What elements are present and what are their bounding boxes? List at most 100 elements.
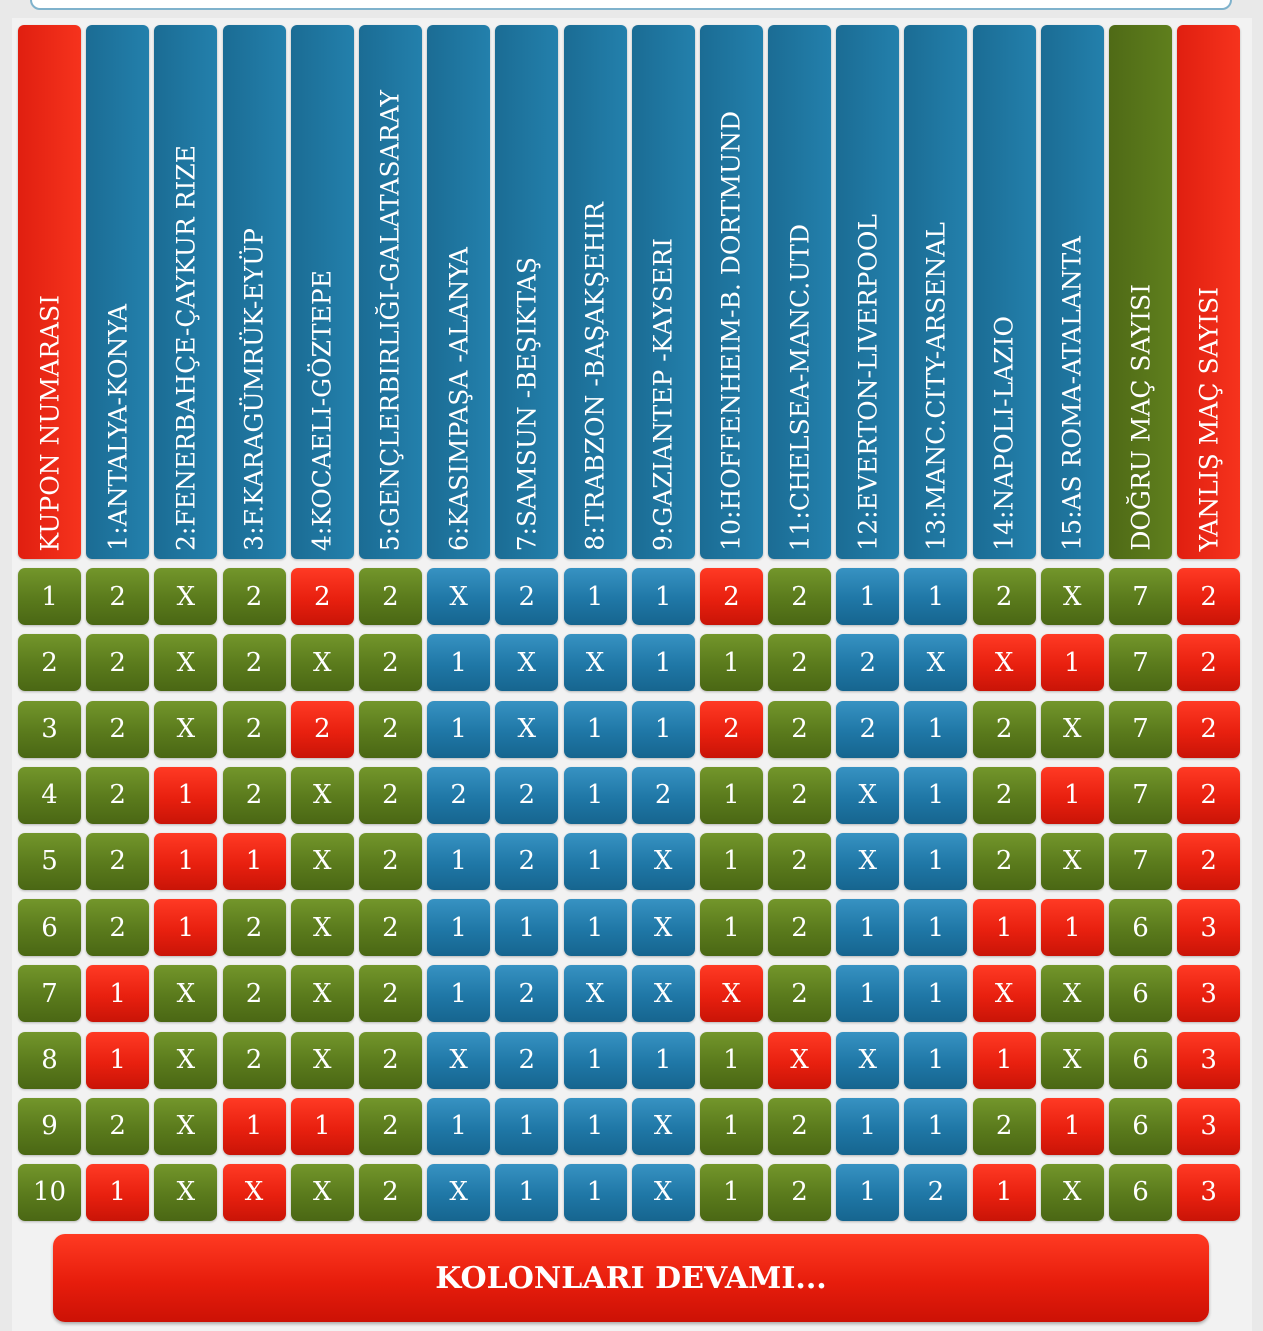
- prediction-cell: 1: [699, 1163, 763, 1221]
- prediction-cell: X: [836, 1031, 900, 1089]
- prediction-cell: 2: [358, 1097, 422, 1155]
- prediction-cell: 1: [86, 965, 150, 1023]
- prediction-cell: X: [290, 634, 354, 692]
- prediction-cell: 2: [358, 1163, 422, 1221]
- prediction-cell: 2: [768, 1163, 832, 1221]
- prediction-cell: 1: [495, 1097, 559, 1155]
- prediction-cell: 2: [358, 965, 422, 1023]
- prediction-cell: X: [1040, 700, 1104, 758]
- prediction-cell: X: [699, 965, 763, 1023]
- prediction-cell: 2: [358, 832, 422, 890]
- column-header: 5:GENÇLERBIRLIĞI-GALATASARAY: [358, 25, 422, 559]
- prediction-cell: 2: [768, 568, 832, 626]
- prediction-cell: 2: [222, 899, 286, 957]
- prediction-cell: 1: [563, 1031, 627, 1089]
- prediction-cell: X: [972, 965, 1036, 1023]
- column-header-label: KUPON NUMARASI: [35, 294, 64, 551]
- prediction-cell: 1: [86, 1163, 150, 1221]
- prediction-cell: X: [154, 700, 218, 758]
- correct-count-cell: 7: [1109, 700, 1172, 758]
- wrong-count-cell: 3: [1177, 965, 1241, 1023]
- prediction-cell: X: [290, 899, 354, 957]
- prediction-cell: 2: [358, 568, 422, 626]
- prediction-cell: X: [427, 568, 491, 626]
- prediction-cell: X: [154, 1163, 218, 1221]
- correct-count-cell: 7: [1109, 832, 1172, 890]
- column-header: 7:SAMSUN -BEŞIKTAŞ: [495, 25, 559, 559]
- prediction-cell: X: [563, 965, 627, 1023]
- more-columns-button[interactable]: KOLONLARI DEVAMI...: [53, 1234, 1209, 1322]
- prediction-cell: 2: [86, 766, 150, 824]
- wrong-count-cell: 2: [1177, 568, 1241, 626]
- column-header-label: 8:TRABZON -BAŞAKŞEHIR: [580, 202, 610, 551]
- column-header-label: 9:GAZIANTEP -KAYSERI: [648, 238, 678, 551]
- prediction-cell: 1: [563, 1163, 627, 1221]
- prediction-cell: 1: [631, 634, 695, 692]
- prediction-cell: 2: [495, 965, 559, 1023]
- prediction-cell: 1: [1040, 634, 1104, 692]
- prediction-cell: 1: [1040, 1097, 1104, 1155]
- prediction-cell: 2: [86, 634, 150, 692]
- prediction-cell: 1: [1040, 899, 1104, 957]
- coupon-number-cell: 6: [18, 899, 81, 957]
- prediction-cell: 1: [699, 832, 763, 890]
- prediction-cell: 1: [427, 965, 491, 1023]
- prediction-cell: 1: [904, 700, 968, 758]
- column-header: 6:KASIMPAŞA -ALANYA: [427, 25, 491, 559]
- prediction-cell: 2: [972, 568, 1036, 626]
- prediction-cell: X: [154, 1031, 218, 1089]
- prediction-cell: X: [290, 1031, 354, 1089]
- column-header-label: DOĞRU MAÇ SAYISI: [1126, 284, 1155, 551]
- prediction-cell: 2: [222, 568, 286, 626]
- coupon-table: KUPON NUMARASI 1:ANTALYA-KONYA 2:FENERBAHÇ…: [18, 25, 1241, 1221]
- prediction-cell: X: [290, 766, 354, 824]
- coupon-number-cell: 2: [18, 634, 81, 692]
- column-header-label: 10:HOFFENHEIM-B. DORTMUND: [716, 111, 746, 551]
- prediction-cell: 2: [972, 700, 1036, 758]
- prediction-cell: 1: [563, 899, 627, 957]
- correct-count-cell: 6: [1109, 1097, 1172, 1155]
- prediction-cell: 1: [563, 1097, 627, 1155]
- prediction-cell: 2: [699, 700, 763, 758]
- prediction-cell: 1: [904, 899, 968, 957]
- prediction-cell: 2: [972, 1097, 1036, 1155]
- prediction-cell: 1: [563, 700, 627, 758]
- prediction-cell: 2: [222, 634, 286, 692]
- prediction-cell: 1: [154, 832, 218, 890]
- prediction-cell: 1: [836, 899, 900, 957]
- correct-count-cell: 7: [1109, 568, 1172, 626]
- prediction-cell: 1: [904, 568, 968, 626]
- prediction-cell: 2: [768, 634, 832, 692]
- coupon-number-cell: 9: [18, 1097, 81, 1155]
- prediction-cell: 1: [836, 1097, 900, 1155]
- column-header: 1:ANTALYA-KONYA: [86, 25, 150, 559]
- prediction-cell: X: [1040, 965, 1104, 1023]
- column-header: KUPON NUMARASI: [18, 25, 81, 559]
- prediction-cell: 2: [358, 1031, 422, 1089]
- prediction-cell: X: [563, 634, 627, 692]
- prediction-cell: 1: [427, 700, 491, 758]
- column-header: 13:MANC.CITY-ARSENAL: [904, 25, 968, 559]
- prediction-cell: 2: [768, 766, 832, 824]
- prediction-cell: 2: [836, 700, 900, 758]
- prediction-cell: X: [768, 1031, 832, 1089]
- prediction-cell: 2: [290, 700, 354, 758]
- prediction-cell: 1: [904, 766, 968, 824]
- column-header: 8:TRABZON -BAŞAKŞEHIR: [563, 25, 627, 559]
- prediction-cell: X: [836, 832, 900, 890]
- wrong-count-cell: 3: [1177, 1163, 1241, 1221]
- prediction-cell: 2: [222, 1031, 286, 1089]
- prediction-cell: 2: [358, 634, 422, 692]
- prediction-cell: 2: [222, 700, 286, 758]
- prediction-cell: 1: [495, 899, 559, 957]
- column-header-label: 15:AS ROMA-ATALANTA: [1057, 236, 1087, 551]
- prediction-cell: 1: [631, 1031, 695, 1089]
- prediction-cell: 1: [222, 832, 286, 890]
- coupon-number-cell: 10: [18, 1163, 81, 1221]
- prediction-cell: X: [631, 899, 695, 957]
- prediction-cell: 1: [290, 1097, 354, 1155]
- prediction-cell: 1: [699, 1031, 763, 1089]
- column-header-label: 13:MANC.CITY-ARSENAL: [921, 222, 951, 551]
- prediction-cell: 1: [836, 568, 900, 626]
- prediction-cell: 2: [86, 568, 150, 626]
